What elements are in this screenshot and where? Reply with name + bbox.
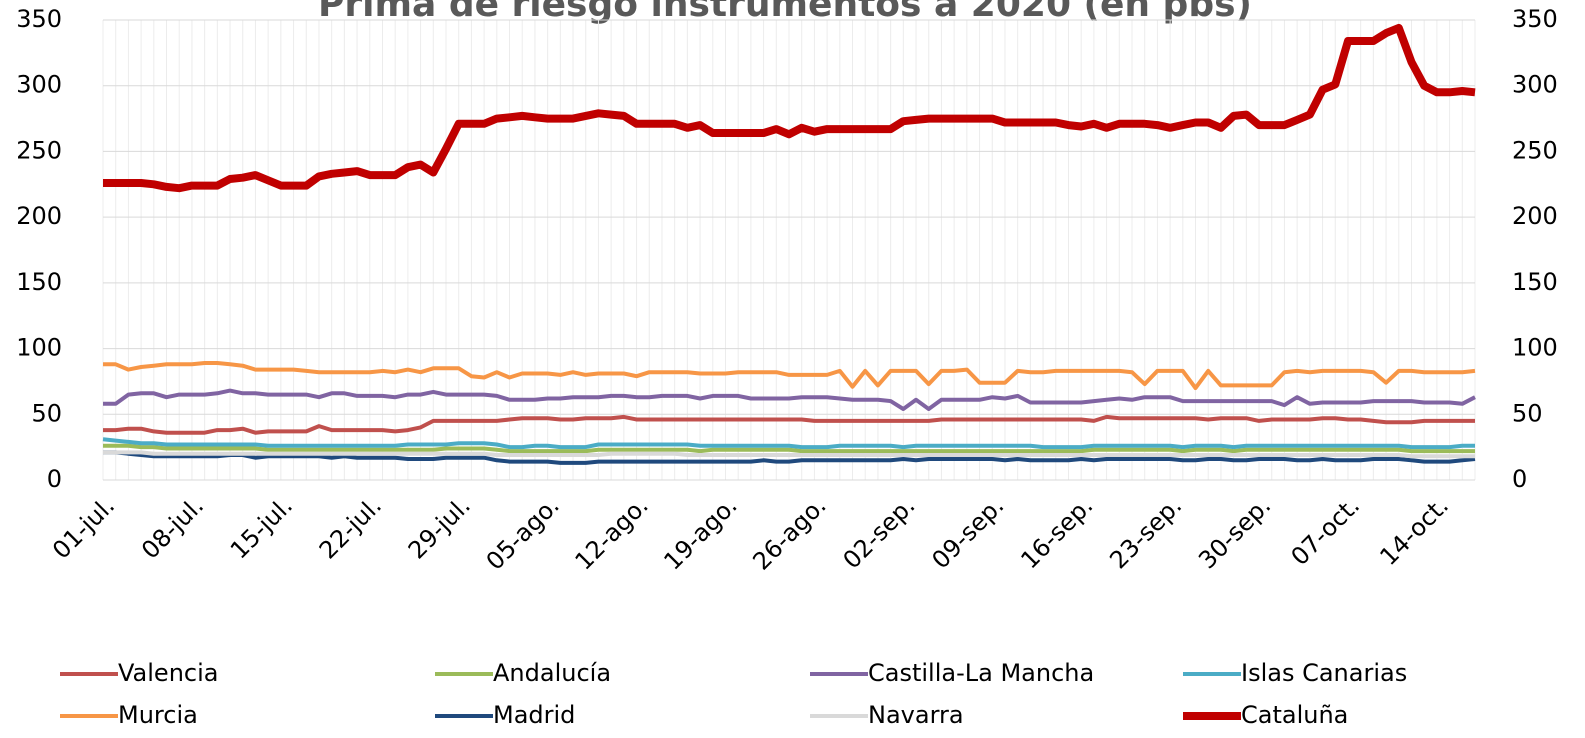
legend-label: Islas Canarias	[1241, 659, 1407, 687]
x-tick-label: 29-jul.	[403, 491, 476, 564]
series-line	[103, 450, 1475, 459]
y-tick-label: 350	[16, 5, 62, 33]
series-line	[103, 361, 1476, 390]
legend-label: Castilla-La Mancha	[868, 659, 1094, 687]
legend-label: Andalucía	[493, 659, 611, 687]
y2-tick-label: 200	[1512, 202, 1558, 230]
legend-label: Navarra	[868, 701, 964, 729]
y2-tick-label: 100	[1512, 334, 1558, 362]
y-tick-label: 0	[47, 465, 62, 493]
x-tick-label: 07-oct.	[1286, 491, 1366, 571]
series-line	[103, 414, 1475, 435]
x-tick-label: 23-sep.	[1104, 491, 1187, 574]
x-tick-label: 08-jul.	[136, 491, 209, 564]
series-line	[103, 388, 1476, 411]
series-line	[103, 443, 1475, 454]
chart-title: Prima de riesgo instrumentos a 2020 (en …	[318, 0, 1252, 25]
y2-tick-label: 300	[1512, 71, 1558, 99]
x-tick-label: 09-sep.	[926, 491, 1009, 574]
series-line	[103, 450, 1476, 465]
x-tick-label: 05-ago.	[481, 491, 565, 575]
y-tick-label: 300	[16, 71, 62, 99]
x-tick-label: 14-oct.	[1374, 491, 1454, 571]
series-line	[102, 437, 1475, 450]
y-tick-label: 150	[16, 268, 62, 296]
series-line	[103, 23, 1476, 193]
y-tick-label: 100	[16, 334, 62, 362]
y2-tick-label: 50	[1512, 399, 1543, 427]
x-tick-label: 26-ago.	[747, 491, 831, 575]
legend-label: Valencia	[118, 659, 218, 687]
y2-tick-label: 250	[1512, 136, 1558, 164]
y2-tick-label: 150	[1512, 268, 1558, 296]
x-tick-label: 15-jul.	[225, 491, 298, 564]
legend-label: Madrid	[493, 701, 575, 729]
y-tick-label: 250	[16, 136, 62, 164]
legend-label: Murcia	[118, 701, 198, 729]
y-tick-label: 50	[31, 399, 62, 427]
x-tick-label: 30-sep.	[1193, 491, 1276, 574]
x-tick-label: 01-jul.	[47, 491, 120, 564]
x-tick-label: 02-sep.	[838, 491, 921, 574]
legend-label: Cataluña	[1241, 701, 1348, 729]
x-tick-label: 12-ago.	[570, 491, 654, 575]
x-tick-label: 19-ago.	[659, 491, 743, 575]
x-tick-label: 22-jul.	[314, 491, 387, 564]
y2-tick-label: 350	[1512, 5, 1558, 33]
y2-tick-label: 0	[1512, 465, 1527, 493]
y-tick-label: 200	[16, 202, 62, 230]
x-tick-label: 16-sep.	[1015, 491, 1098, 574]
